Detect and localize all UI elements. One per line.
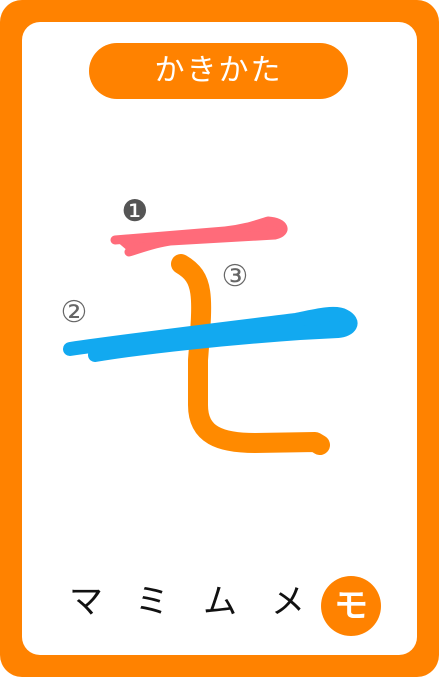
kana-mo-current[interactable]: モ (321, 576, 381, 636)
stroke-number-2: ② (60, 295, 88, 330)
stroke-2 (63, 306, 358, 362)
stroke-number-1: ❶ (121, 194, 149, 229)
kana-row: マ ミ ム メ (0, 572, 439, 632)
kana-ma[interactable]: マ (69, 582, 103, 622)
stroke-3 (171, 254, 330, 455)
kana-mu[interactable]: ム (203, 582, 237, 622)
stroke-number-3: ③ (221, 259, 249, 294)
kana-me[interactable]: メ (271, 582, 305, 622)
title-banner: かきかた (89, 43, 348, 99)
kana-mi[interactable]: ミ (135, 582, 169, 622)
stroke-1 (110, 216, 288, 257)
